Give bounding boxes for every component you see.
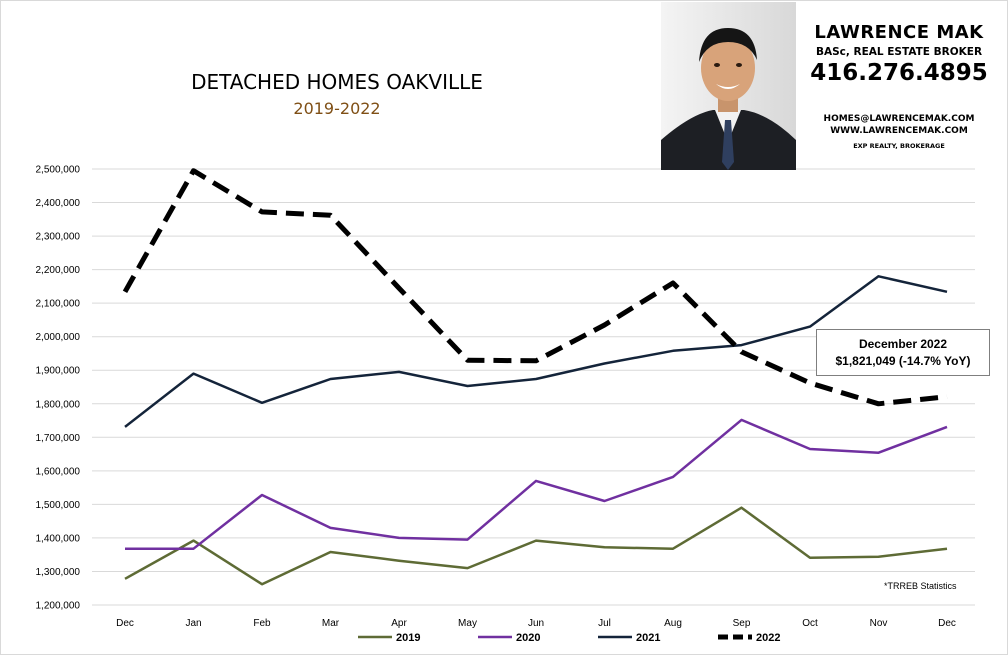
y-tick-label: 2,500,000	[36, 165, 81, 176]
source-note: *TRREB Statistics	[884, 581, 957, 591]
legend-label: 2022	[756, 632, 780, 644]
y-tick-label: 1,700,000	[36, 433, 81, 444]
series-lines	[122, 168, 948, 586]
legend: 2019 2020 2021 2022	[358, 632, 780, 644]
y-tick-label: 2,000,000	[36, 332, 81, 343]
x-tick-label: Feb	[253, 618, 271, 629]
agent-website: WWW.LAWRENCEMAK.COM	[830, 126, 968, 136]
x-tick-label: Apr	[391, 618, 407, 629]
agent-photo	[661, 2, 796, 170]
x-tick-label: Jun	[528, 618, 544, 629]
y-tick-label: 2,400,000	[36, 198, 81, 209]
annotation-callout: December 2022 $1,821,049 (-14.7% YoY)	[816, 329, 990, 376]
y-tick-label: 2,300,000	[36, 232, 81, 243]
y-tick-label: 2,100,000	[36, 299, 81, 310]
annotation-title: December 2022	[858, 337, 948, 351]
x-axis-ticks: Dec Jan Feb Mar Apr May Jun Jul Aug Sep Oct Nov Dec	[116, 618, 956, 629]
annotation-value: $1,821,049 (-14.7% YoY)	[835, 354, 971, 368]
y-tick-label: 1,800,000	[36, 399, 81, 410]
y-tick-label: 2,200,000	[36, 265, 81, 276]
x-tick-label: Sep	[733, 618, 751, 629]
series-line-2020	[125, 418, 948, 550]
x-tick-label: Oct	[802, 618, 818, 629]
series-line-2019	[124, 506, 948, 586]
y-axis-ticks: 1,200,000 1,300,000 1,400,000 1,500,000 1,60…	[36, 165, 81, 612]
x-tick-label: Jul	[598, 618, 611, 629]
agent-title: BASc, REAL ESTATE BROKER	[815, 46, 983, 58]
series-line-2021	[124, 275, 948, 428]
legend-label: 2020	[516, 632, 540, 644]
agent-email: HOMES@LAWRENCEMAK.COM	[823, 114, 975, 124]
chart-title: DETACHED HOMES OAKVILLE	[191, 70, 483, 94]
y-tick-label: 1,900,000	[36, 366, 81, 377]
x-tick-label: Aug	[664, 618, 682, 629]
series-line-2022	[122, 168, 948, 407]
y-tick-label: 1,300,000	[36, 567, 81, 578]
y-tick-label: 1,600,000	[36, 466, 81, 477]
x-tick-label: Mar	[322, 618, 340, 629]
legend-label: 2019	[396, 632, 420, 644]
x-tick-label: Dec	[938, 618, 956, 629]
x-tick-label: May	[458, 618, 477, 629]
x-tick-label: Jan	[185, 618, 201, 629]
agent-contact-block: LAWRENCE MAK BASc, REAL ESTATE BROKER 41…	[804, 22, 994, 150]
legend-label: 2021	[636, 632, 660, 644]
y-tick-label: 1,500,000	[36, 500, 81, 511]
agent-phone: 416.276.4895	[810, 60, 988, 86]
y-tick-label: 1,200,000	[36, 601, 81, 612]
agent-brokerage: EXP REALTY, BROKERAGE	[853, 142, 945, 150]
agent-name: LAWRENCE MAK	[814, 22, 984, 43]
x-tick-label: Dec	[116, 618, 134, 629]
chart-subtitle: 2019-2022	[293, 99, 381, 118]
x-tick-label: Nov	[870, 618, 888, 629]
y-tick-label: 1,400,000	[36, 533, 81, 544]
